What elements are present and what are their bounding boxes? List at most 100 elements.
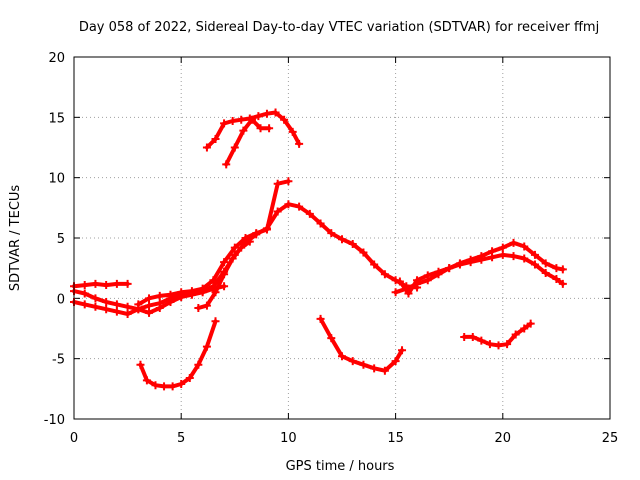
data-point — [185, 373, 194, 382]
data-point — [404, 289, 413, 298]
data-point — [230, 143, 239, 152]
data-point — [284, 177, 293, 186]
data-point — [558, 265, 567, 274]
x-tick-label: 5 — [177, 431, 185, 446]
data-point — [541, 259, 550, 268]
data-point — [511, 330, 520, 339]
data-point — [145, 294, 154, 303]
data-point — [155, 303, 164, 312]
data-point — [434, 270, 443, 279]
data-point — [80, 300, 89, 309]
data-point — [498, 250, 507, 259]
data-point — [413, 279, 422, 288]
data-point — [91, 302, 100, 311]
data-point — [80, 281, 89, 290]
y-tick-label: 5 — [57, 232, 65, 247]
series-arc-k — [391, 250, 567, 297]
data-point — [380, 270, 389, 279]
data-point — [273, 179, 282, 188]
series-line — [318, 316, 404, 373]
data-point — [370, 364, 379, 373]
data-point — [526, 319, 535, 328]
data-point — [530, 250, 539, 259]
x-tick-label: 15 — [387, 431, 404, 446]
data-point — [102, 297, 111, 306]
data-point — [80, 289, 89, 298]
series-line — [224, 117, 272, 167]
x-tick-label: 10 — [280, 431, 297, 446]
data-point — [541, 268, 550, 277]
data-point — [241, 234, 250, 242]
data-point — [316, 314, 325, 323]
data-point — [202, 301, 211, 310]
data-point — [228, 116, 237, 125]
data-point — [280, 115, 289, 124]
data-point — [265, 124, 274, 133]
chart-title: Day 058 of 2022, Sidereal Day-to-day VTE… — [79, 20, 599, 35]
data-point — [112, 307, 121, 316]
data-point — [136, 360, 145, 369]
data-point — [455, 260, 464, 269]
y-tick-label: 0 — [57, 292, 65, 307]
data-point — [220, 282, 229, 291]
data-point — [316, 219, 325, 228]
data-point — [187, 287, 196, 296]
data-point — [166, 297, 175, 306]
data-point — [466, 258, 475, 267]
data-point — [237, 243, 246, 252]
y-tick-label: 15 — [48, 111, 65, 126]
data-point — [220, 258, 229, 267]
series-line — [138, 319, 218, 389]
data-point — [338, 352, 346, 361]
data-point — [468, 332, 477, 341]
data-point — [327, 229, 336, 238]
data-point — [123, 279, 132, 288]
y-tick-label: -5 — [52, 353, 65, 368]
data-point — [348, 240, 357, 249]
data-point — [166, 290, 175, 299]
data-point — [211, 317, 220, 326]
data-point — [305, 209, 314, 218]
data-point — [552, 264, 561, 273]
data-point — [194, 303, 203, 312]
series-arc-i — [316, 314, 407, 375]
y-tick-label: 20 — [48, 51, 65, 66]
y-tick-label: -10 — [44, 413, 65, 428]
series-arc-l — [460, 319, 535, 350]
data-point — [112, 300, 121, 309]
data-point — [288, 127, 297, 136]
data-point — [338, 235, 346, 244]
data-point — [485, 340, 494, 349]
series-arc-b — [70, 200, 422, 319]
data-point — [256, 124, 265, 133]
data-point — [477, 255, 486, 264]
data-point — [202, 143, 211, 152]
data-point — [112, 279, 121, 288]
data-point — [220, 119, 229, 128]
data-point — [198, 284, 207, 293]
data-point — [123, 302, 132, 311]
data-point — [271, 108, 280, 117]
data-point — [503, 340, 512, 349]
series-arc-g — [202, 108, 304, 152]
data-point — [445, 264, 454, 273]
data-point — [211, 135, 220, 144]
series-arc-a — [70, 279, 132, 291]
data-point — [211, 288, 220, 297]
data-point — [520, 254, 529, 263]
data-point — [91, 279, 100, 288]
data-point — [194, 360, 203, 369]
data-point — [160, 382, 169, 391]
x-tick-label: 25 — [602, 431, 619, 446]
data-point — [398, 346, 407, 355]
x-axis-label: GPS time / hours — [286, 459, 395, 474]
data-point — [102, 281, 111, 290]
data-point — [247, 115, 256, 124]
data-point — [168, 382, 177, 391]
data-point — [359, 248, 368, 257]
data-point — [102, 305, 111, 314]
data-point — [395, 277, 404, 286]
data-point — [273, 207, 282, 216]
data-point — [359, 360, 368, 369]
data-point — [488, 253, 497, 262]
